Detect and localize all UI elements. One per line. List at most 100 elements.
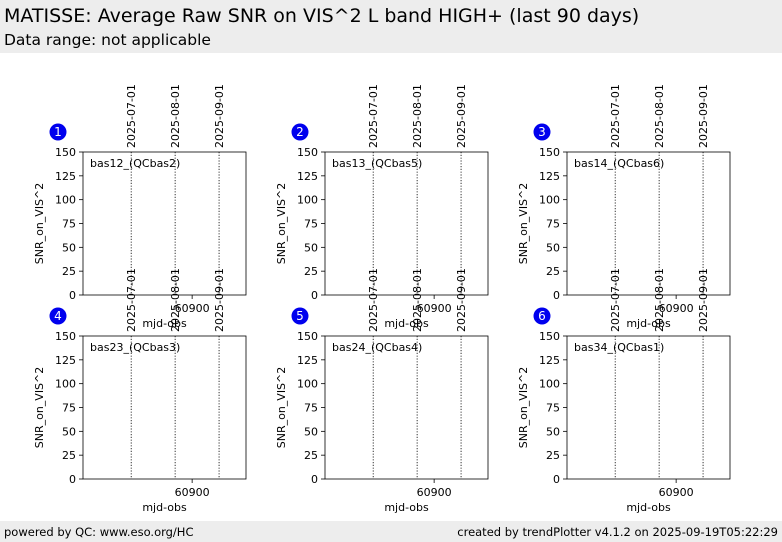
x-axis-label: mjd-obs (384, 317, 429, 330)
y-tick-label: 100 (55, 378, 76, 391)
page-subtitle: Data range: not applicable (4, 31, 211, 49)
plot-frame (324, 335, 489, 480)
y-tick-label: 25 (546, 449, 560, 462)
y-tick-label: 100 (539, 194, 560, 207)
y-tick-label: 150 (55, 330, 76, 343)
panel-number-badge (291, 123, 309, 141)
panel-number-label: 4 (54, 309, 62, 323)
panel-number-label: 2 (296, 125, 304, 139)
y-tick-label: 25 (62, 449, 76, 462)
y-tick-label: 25 (546, 265, 560, 278)
panel-label: bas14_(QCbas6) (574, 157, 664, 170)
date-marker-label: 2025-08-01 (169, 84, 182, 148)
chart-panel-5: 2025-07-01 2025-08-01 2025-09-010255075100… (275, 268, 489, 514)
date-marker-label: 2025-07-01 (609, 84, 622, 148)
y-tick-label: 50 (62, 241, 76, 254)
date-marker-label: 2025-07-01 (367, 84, 380, 148)
header-bar: MATISSE: Average Raw SNR on VIS^2 L band… (0, 0, 782, 53)
panel-number-label: 1 (54, 125, 62, 139)
x-tick-label: 60900 (417, 486, 452, 499)
y-tick-label: 125 (539, 170, 560, 183)
y-tick-label: 150 (539, 146, 560, 159)
y-tick-label: 50 (62, 425, 76, 438)
x-axis-label: mjd-obs (142, 317, 187, 330)
y-axis-label: SNR_on_VIS^2 (275, 367, 288, 449)
chart-panel-3: 2025-07-01 2025-08-01 2025-09-01 0 25 50 75 100… (517, 84, 731, 330)
y-tick-label: 25 (304, 449, 318, 462)
panel-label: bas12_(QCbas2) (90, 157, 180, 170)
plot-frame (566, 151, 731, 296)
x-tick-label: 60900 (417, 302, 452, 315)
panel-number-label: 6 (538, 309, 546, 323)
chart-panel-4: 2025-07-01 2025-08-01 2025-09-01 0 25 50 75 100… (33, 268, 247, 514)
y-tick-label: 100 (297, 194, 318, 207)
x-tick-label: 60900 (175, 302, 210, 315)
y-tick-label: 0 (69, 473, 76, 486)
y-tick-label: 0 (69, 289, 76, 302)
x-axis-label: mjd-obs (626, 501, 671, 514)
date-marker-label: 2025-09-01 (697, 84, 710, 148)
date-marker-label: 2025-09-01 (697, 268, 710, 332)
y-tick-label: 0 (553, 289, 560, 302)
x-axis-label: mjd-obs (142, 501, 187, 514)
y-tick-label: 50 (304, 241, 318, 254)
date-marker-label: 2025-09-01 (213, 84, 226, 148)
x-tick-label: 60900 (659, 302, 694, 315)
y-tick-label: 75 (304, 402, 318, 415)
panel-label: bas23_(QCbas3) (90, 341, 180, 354)
y-axis-label: SNR_on_VIS^2 (33, 367, 46, 449)
date-marker-label: 2025-08-01 (411, 268, 424, 332)
y-tick-label: 25 (304, 265, 318, 278)
panel-number-badge (291, 307, 309, 325)
x-axis-label: mjd-obs (384, 501, 429, 514)
y-tick-label: 100 (539, 378, 560, 391)
y-tick-label: 100 (55, 194, 76, 207)
plot-frame (82, 151, 247, 296)
footer-generated: created by trendPlotter v4.1.2 on 2025-0… (457, 525, 778, 539)
date-marker-label: 2025-07-01 (609, 268, 622, 332)
y-tick-label: 150 (539, 330, 560, 343)
y-tick-label: 150 (55, 146, 76, 159)
footer-credit: powered by QC: www.eso.org/HC (4, 525, 194, 539)
y-tick-label: 125 (55, 170, 76, 183)
y-tick-label: 75 (62, 402, 76, 415)
date-marker-label: 2025-08-01 (653, 84, 666, 148)
date-marker-label: 2025-07-01 (125, 84, 138, 148)
y-tick-label: 125 (297, 170, 318, 183)
y-tick-label: 125 (297, 354, 318, 367)
panel-number-label: 3 (538, 125, 546, 139)
panel-number-badge (533, 123, 551, 141)
y-axis-label: SNR_on_VIS^2 (517, 367, 530, 449)
panel-number-badge (49, 307, 67, 325)
plot-frame (82, 335, 247, 480)
plot-frame (566, 335, 731, 480)
date-marker-label: 2025-07-01 (125, 268, 138, 332)
y-tick-label: 75 (62, 218, 76, 231)
date-marker-label: 2025-09-01 (455, 84, 468, 148)
y-tick-label: 50 (546, 241, 560, 254)
panel-number-label: 5 (296, 309, 304, 323)
panel-label: bas13_(QCbas5) (332, 157, 422, 170)
panel-number-badge (533, 307, 551, 325)
plot-frame (324, 151, 489, 296)
chart-panel-6: 2025-07-01 2025-08-01 2025-09-01 0 25 50 75 100… (517, 268, 731, 514)
page-title: MATISSE: Average Raw SNR on VIS^2 L band… (4, 5, 640, 27)
panel-label: bas34_(QCbas1) (574, 341, 664, 354)
y-tick-label: 150 (297, 330, 318, 343)
panel-label: bas24_(QCbas4) (332, 341, 422, 354)
date-marker-label: 2025-07-01 (367, 268, 380, 332)
y-tick-label: 25 (62, 265, 76, 278)
chart-panel-2: 2025-07-01 2025-08-01 2025-09-010255075100… (275, 84, 489, 330)
y-tick-label: 0 (311, 473, 318, 486)
date-marker-label: 2025-08-01 (411, 84, 424, 148)
y-tick-label: 125 (55, 354, 76, 367)
y-tick-label: 50 (546, 425, 560, 438)
date-marker-label: 2025-08-01 (653, 268, 666, 332)
y-tick-label: 0 (553, 473, 560, 486)
date-marker-label: 2025-09-01 (213, 268, 226, 332)
footer-bar: powered by QC: www.eso.org/HC created by… (0, 521, 782, 542)
panel-number-badge (49, 123, 67, 141)
y-tick-label: 75 (546, 402, 560, 415)
y-axis-label: SNR_on_VIS^2 (33, 183, 46, 265)
